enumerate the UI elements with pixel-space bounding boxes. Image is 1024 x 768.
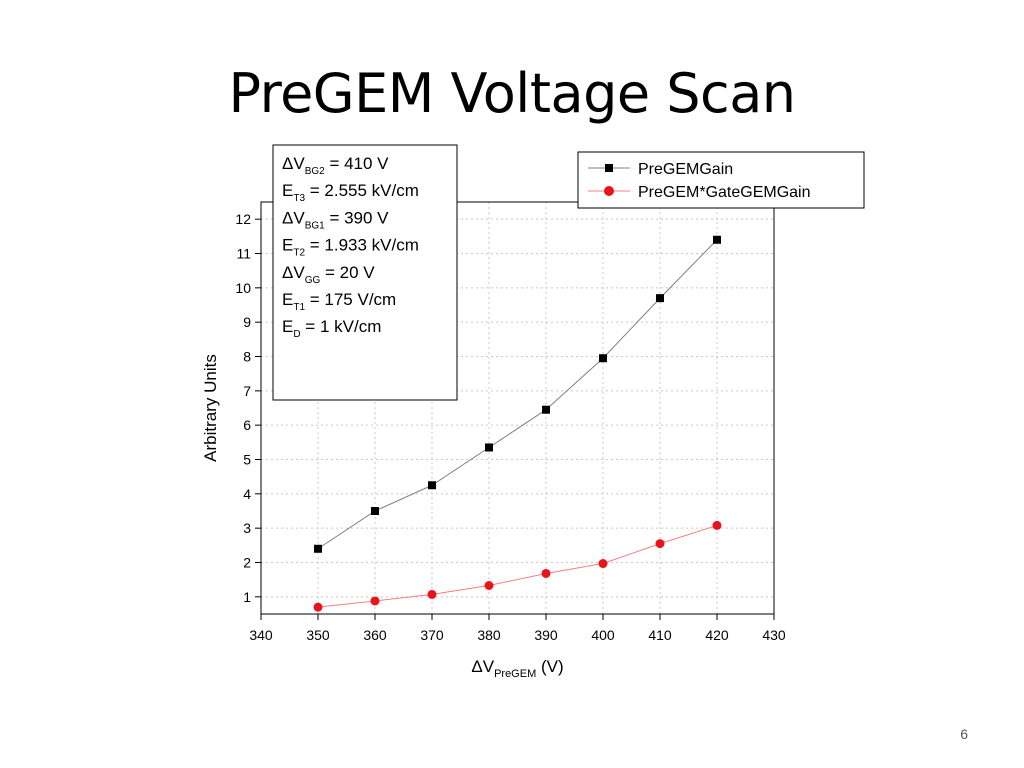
series-0-point: [485, 443, 493, 452]
series-1-point: [484, 581, 494, 591]
y-tick-label: 1: [243, 589, 251, 605]
series-0-point: [713, 235, 721, 244]
legend-marker-1: [604, 186, 614, 196]
parameter-annotation-box: ΔVBG2 = 410 V ET3 = 2.555 kV/cm ΔVBG1 = 39…: [272, 144, 458, 401]
series-1-point: [655, 539, 665, 549]
annotation-line: ET1 = 175 V/cm: [282, 290, 396, 313]
y-tick-label: 4: [243, 486, 251, 502]
x-tick-label: 340: [249, 627, 273, 643]
y-tick-label: 5: [243, 452, 251, 468]
x-tick-label: 400: [591, 627, 615, 643]
series-1-point: [370, 596, 380, 606]
series-line-1: [317, 524, 718, 608]
x-tick-label: 360: [363, 627, 387, 643]
axis-ticks: 340 350 360 370 380 390 400 410 420 4301234567891…: [235, 211, 785, 643]
plot-area: [260, 201, 775, 615]
y-axis-label: Arbitrary Units: [201, 354, 220, 462]
x-axis-label: ΔVPreGEM (V): [471, 657, 563, 680]
legend: PreGEMGain PreGEM*GateGEMGain: [577, 151, 865, 209]
annotation-frame: [272, 144, 458, 401]
y-tick-label: 12: [235, 211, 251, 227]
legend-label-1: PreGEM*GateGEMGain: [638, 184, 811, 201]
annotation-line: ΔVBG2 = 410 V: [282, 154, 389, 177]
x-tick-label: 430: [762, 627, 786, 643]
series-line-0: [317, 239, 718, 550]
y-tick-label: 10: [235, 280, 251, 296]
series-0-point: [542, 405, 550, 414]
annotation-line: ET2 = 1.933 kV/cm: [282, 236, 419, 259]
series-marks: [313, 235, 722, 612]
series-0-point: [371, 507, 379, 515]
x-tick-label: 410: [648, 627, 672, 643]
series-0-point: [599, 354, 607, 363]
y-tick-label: 3: [243, 520, 251, 536]
x-axis-label-main: ΔV: [471, 657, 494, 676]
annotation-line: ET3 = 2.555 kV/cm: [282, 181, 419, 204]
series-1-point: [598, 559, 608, 569]
y-tick-label: 6: [243, 417, 251, 433]
slide-title: PreGEM Voltage Scan: [228, 62, 796, 125]
annotation-line: ED = 1 kV/cm: [282, 317, 381, 340]
x-tick-label: 390: [534, 627, 558, 643]
series-0-point: [428, 481, 436, 490]
series-0-point: [314, 544, 322, 553]
legend-frame: [577, 151, 865, 209]
series-1-point: [541, 568, 551, 578]
y-tick-label: 7: [243, 383, 251, 399]
legend-marker-0: [605, 164, 613, 172]
x-axis-label-sub: PreGEM: [494, 668, 536, 680]
y-tick-label: 11: [236, 246, 251, 262]
series-1-point: [313, 602, 323, 612]
x-tick-label: 370: [420, 627, 444, 643]
series-1-point: [427, 589, 437, 599]
x-tick-label: 420: [705, 627, 729, 643]
series-0-point: [656, 294, 664, 303]
series-1-point: [712, 520, 722, 530]
annotation-line: ΔVBG1 = 390 V: [282, 208, 389, 231]
x-tick-label: 350: [306, 627, 330, 643]
x-tick-label: 380: [477, 627, 501, 643]
y-tick-label: 2: [243, 555, 251, 571]
legend-label-0: PreGEMGain: [638, 161, 733, 178]
y-tick-label: 8: [243, 349, 251, 365]
annotation-line: ΔVGG = 20 V: [282, 263, 375, 286]
page-number: 6: [960, 726, 968, 742]
x-axis-label-unit: (V): [536, 657, 563, 676]
y-tick-label: 9: [243, 314, 251, 330]
